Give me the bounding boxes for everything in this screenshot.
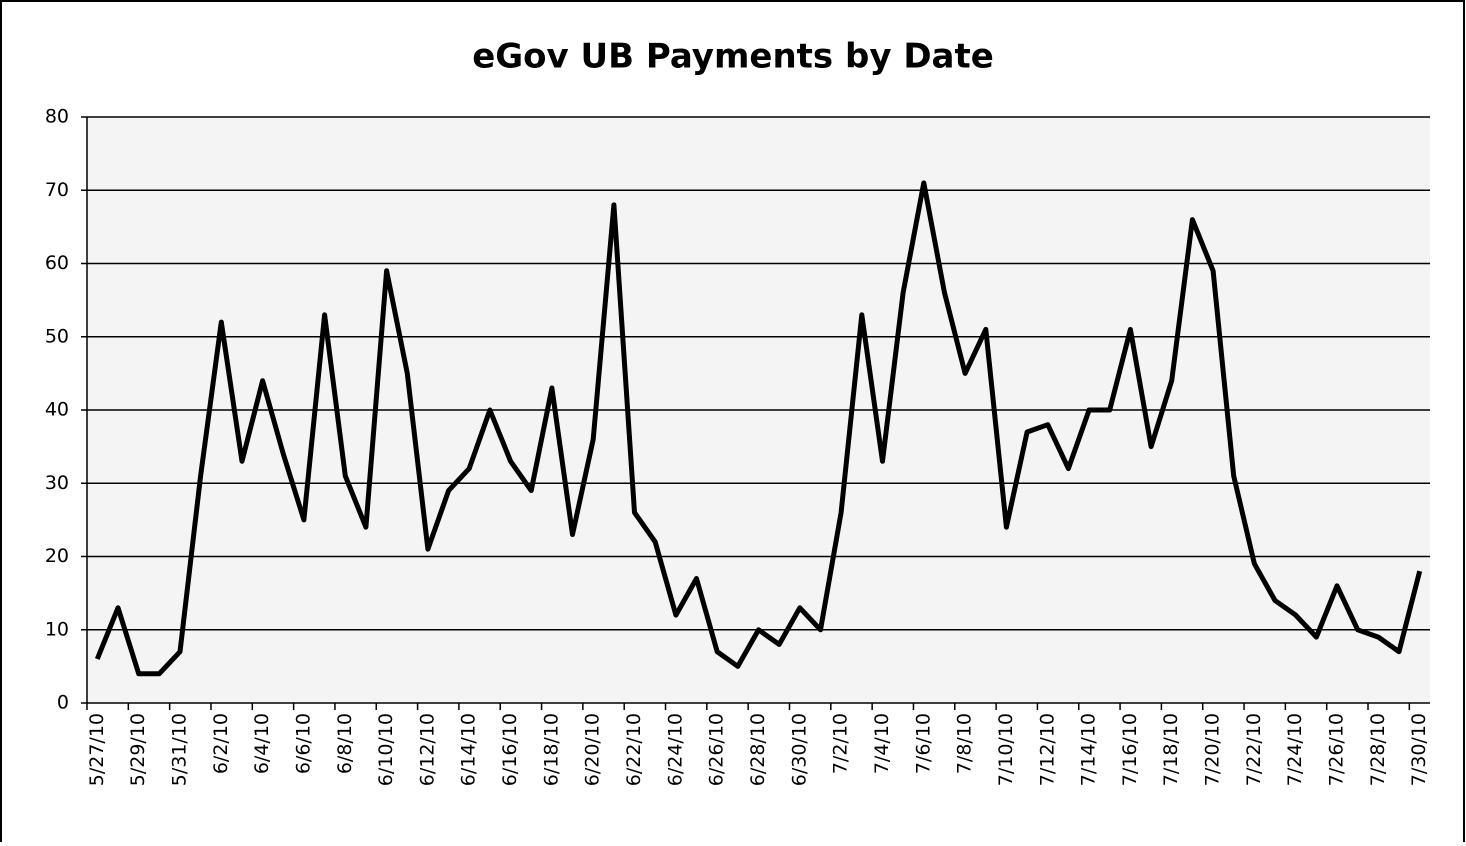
x-tick-label: 7/20/10 [1202, 713, 1224, 786]
x-tick-label: 7/28/10 [1367, 713, 1389, 786]
x-tick-label: 7/18/10 [1160, 713, 1182, 786]
y-tick-label: 80 [45, 106, 69, 128]
x-tick-label: 6/16/10 [499, 713, 521, 786]
x-tick-label: 6/20/10 [582, 713, 604, 786]
x-tick-label: 5/29/10 [127, 713, 149, 786]
x-tick-label: 7/16/10 [1119, 713, 1141, 786]
x-tick-label: 6/14/10 [458, 713, 480, 786]
y-tick-label: 70 [45, 179, 69, 201]
x-tick-label: 7/22/10 [1243, 713, 1265, 786]
x-tick-label: 6/10/10 [375, 713, 397, 786]
y-tick-label: 0 [57, 692, 69, 714]
y-tick-label: 50 [45, 325, 69, 347]
x-tick-label: 7/30/10 [1408, 713, 1430, 786]
x-tick-label: 5/31/10 [168, 713, 190, 786]
x-tick-label: 7/10/10 [995, 713, 1017, 786]
y-tick-label: 40 [45, 399, 69, 421]
x-tick-label: 6/22/10 [623, 713, 645, 786]
y-tick-label: 10 [45, 618, 69, 640]
x-tick-label: 6/28/10 [747, 713, 769, 786]
y-tick-label: 20 [45, 545, 69, 567]
x-tick-label: 6/24/10 [664, 713, 686, 786]
x-tick-label: 6/12/10 [416, 713, 438, 786]
y-tick-label: 60 [45, 252, 69, 274]
x-tick-label: 6/2/10 [210, 713, 232, 774]
x-tick-label: 6/4/10 [251, 713, 273, 774]
x-tick-label: 6/8/10 [334, 713, 356, 774]
x-tick-label: 6/18/10 [540, 713, 562, 786]
x-tick-label: 6/30/10 [788, 713, 810, 786]
x-tick-label: 7/24/10 [1284, 713, 1306, 786]
data-line [94, 180, 1423, 677]
x-tick-label: 7/8/10 [954, 713, 976, 774]
chart-title: eGov UB Payments by Date [472, 37, 994, 77]
x-tick-label: 7/6/10 [912, 713, 934, 774]
x-tick-label: 5/27/10 [86, 713, 108, 786]
y-tick-label: 30 [45, 472, 69, 494]
x-tick-label: 7/26/10 [1326, 713, 1348, 786]
x-tick-label: 7/14/10 [1078, 713, 1100, 786]
x-tick-label: 7/4/10 [871, 713, 893, 774]
x-tick-label: 7/12/10 [1036, 713, 1058, 786]
x-tick-label: 6/6/10 [292, 713, 314, 774]
x-tick-label: 6/26/10 [706, 713, 728, 786]
x-tick-label: 7/2/10 [830, 713, 852, 774]
